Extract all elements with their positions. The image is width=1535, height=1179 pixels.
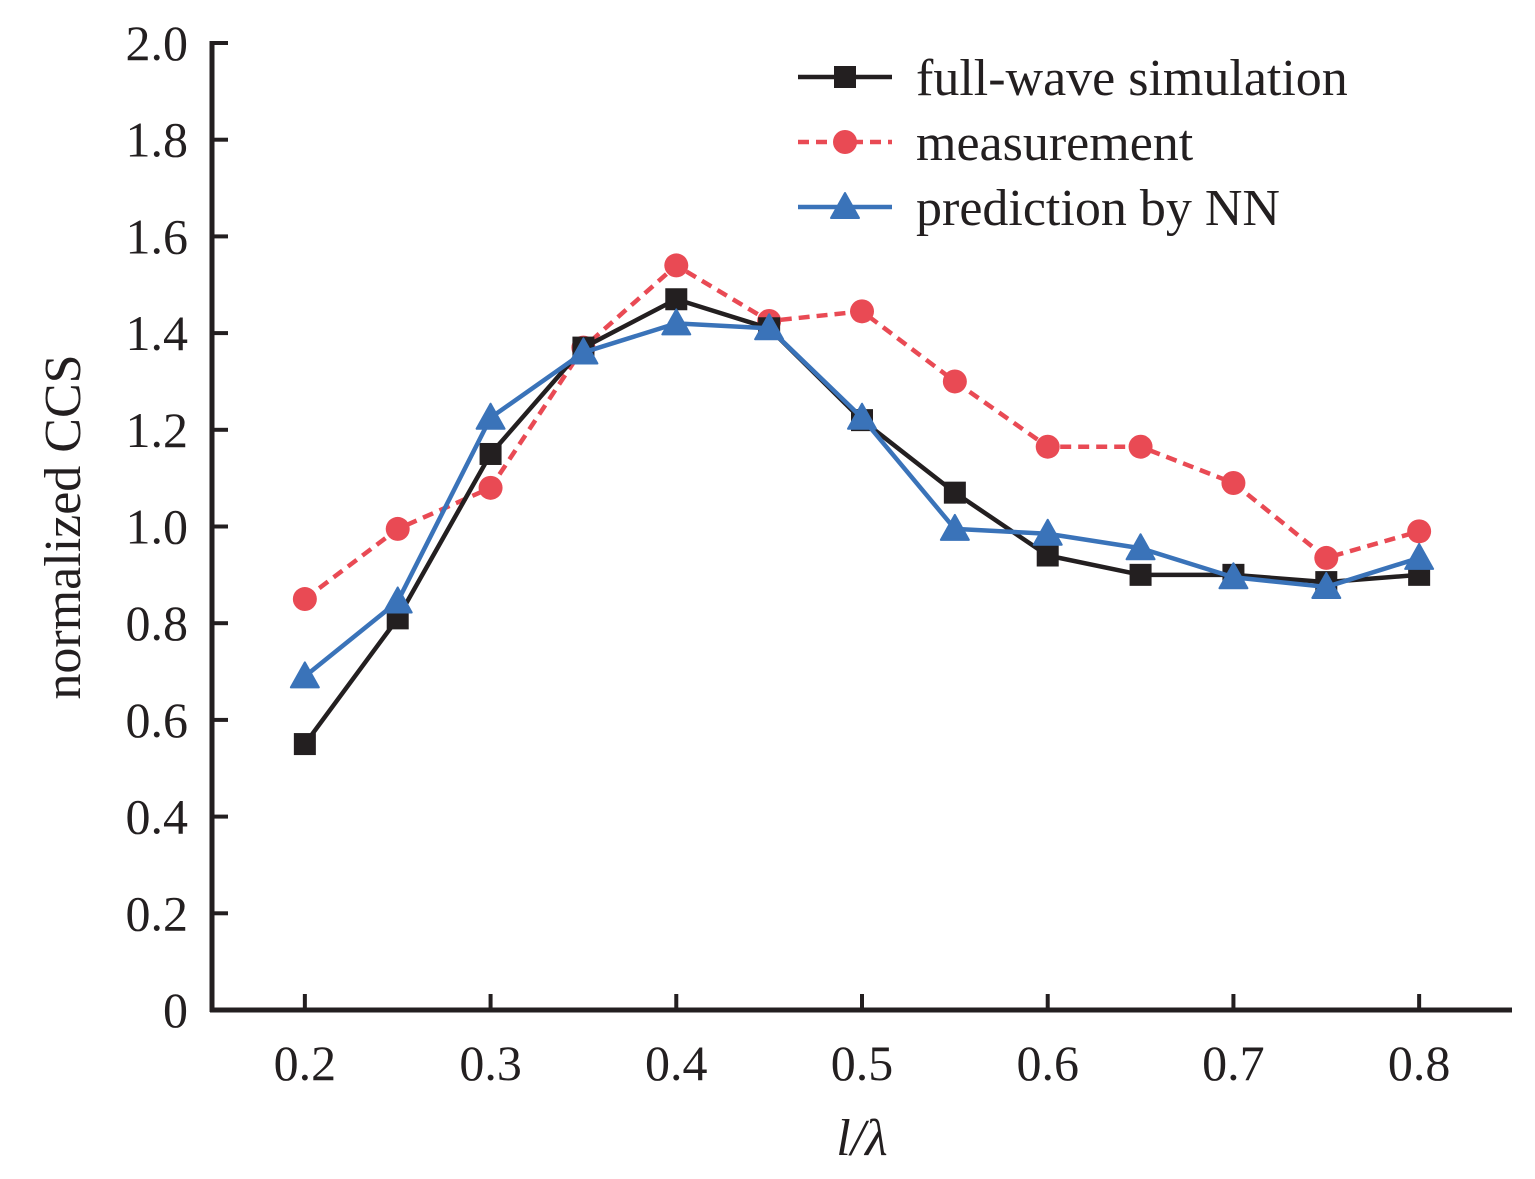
data-point-measurement xyxy=(1035,434,1060,459)
data-point-prediction-by-nn xyxy=(1218,562,1249,590)
data-point-measurement xyxy=(942,369,967,394)
data-point-prediction-by-nn xyxy=(939,513,970,541)
y-tick-label: 1.4 xyxy=(126,305,189,361)
data-point-prediction-by-nn xyxy=(1032,518,1063,546)
y-tick-label: 1.0 xyxy=(126,499,189,555)
data-point-prediction-by-nn xyxy=(661,308,692,336)
data-point-measurement xyxy=(385,516,410,541)
data-point-prediction-by-nn xyxy=(847,402,877,430)
data-point-measurement xyxy=(664,253,689,278)
x-tick-label: 0.6 xyxy=(1016,1035,1079,1091)
data-point-prediction-by-nn xyxy=(754,313,785,341)
data-point-measurement xyxy=(850,299,874,324)
data-point-measurement xyxy=(1221,470,1246,495)
series-full-wave-simulation xyxy=(293,288,1431,756)
data-point-prediction-by-nn xyxy=(1404,542,1435,570)
data-point-full-wave-simulation xyxy=(293,733,316,756)
series-measurement xyxy=(292,253,1432,612)
data-point-measurement xyxy=(1128,434,1153,459)
legend: full-wave simulation measurement predictio… xyxy=(798,50,1348,237)
data-point-prediction-by-nn xyxy=(289,661,320,689)
y-tick-label: 0.8 xyxy=(126,595,189,651)
legend-item-prediction-by-nn: prediction by NN xyxy=(798,180,1280,237)
x-tick-label: 0.8 xyxy=(1388,1035,1451,1091)
y-axis-title: normalized CCS xyxy=(35,354,92,699)
legend-item-measurement: measurement xyxy=(798,115,1194,172)
data-point-prediction-by-nn xyxy=(1125,533,1156,561)
data-point-measurement xyxy=(1407,519,1432,544)
legend-item-full-wave-simulation: full-wave simulation xyxy=(798,50,1348,107)
data-point-full-wave-simulation xyxy=(1129,563,1152,586)
y-tick-label: 1.8 xyxy=(126,112,189,168)
data-point-measurement xyxy=(1314,545,1339,570)
data-point-prediction-by-nn xyxy=(475,402,506,430)
data-point-measurement xyxy=(478,475,503,500)
legend-label-measurement: measurement xyxy=(916,115,1194,172)
data-point-full-wave-simulation xyxy=(943,481,966,504)
y-tick-label: 0.4 xyxy=(126,789,189,845)
series-group xyxy=(289,253,1435,756)
data-point-measurement xyxy=(292,587,317,612)
y-tick-label: 0.6 xyxy=(126,692,189,748)
legend-marker-full-wave-simulation xyxy=(834,66,856,88)
legend-marker-measurement xyxy=(833,130,857,154)
legend-label-prediction-by-nn: prediction by NN xyxy=(916,180,1280,237)
x-tick-label: 0.5 xyxy=(831,1035,894,1091)
x-tick-label: 0.2 xyxy=(274,1035,337,1091)
data-point-prediction-by-nn xyxy=(1311,571,1342,599)
x-axis-title: l/λ xyxy=(836,1110,887,1167)
axes: 0 0.2 0.4 0.6 0.8 1.0 1.2 1.4 1.6 1.8 2.0 0.2 0.3 0.4… xyxy=(126,15,1512,1091)
y-tick-label: 0.2 xyxy=(126,885,189,941)
series-prediction-by-nn xyxy=(289,308,1435,689)
x-tick-label: 0.3 xyxy=(459,1035,522,1091)
y-tick-label: 1.2 xyxy=(126,402,189,458)
y-tick-label: 1.6 xyxy=(126,208,189,264)
x-tick-label: 0.7 xyxy=(1202,1035,1265,1091)
data-point-full-wave-simulation xyxy=(479,442,502,465)
legend-label-full-wave-simulation: full-wave simulation xyxy=(916,50,1348,107)
data-point-prediction-by-nn xyxy=(568,337,599,365)
x-tick-label: 0.4 xyxy=(645,1035,708,1091)
data-point-full-wave-simulation xyxy=(665,288,688,311)
data-point-prediction-by-nn xyxy=(382,586,413,614)
data-point-full-wave-simulation xyxy=(1036,544,1059,567)
y-tick-label: 2.0 xyxy=(126,15,189,71)
series-line-full-wave-simulation xyxy=(303,297,1420,746)
legend-marker-prediction-by-nn xyxy=(830,192,860,219)
y-tick-label: 0 xyxy=(163,982,188,1038)
